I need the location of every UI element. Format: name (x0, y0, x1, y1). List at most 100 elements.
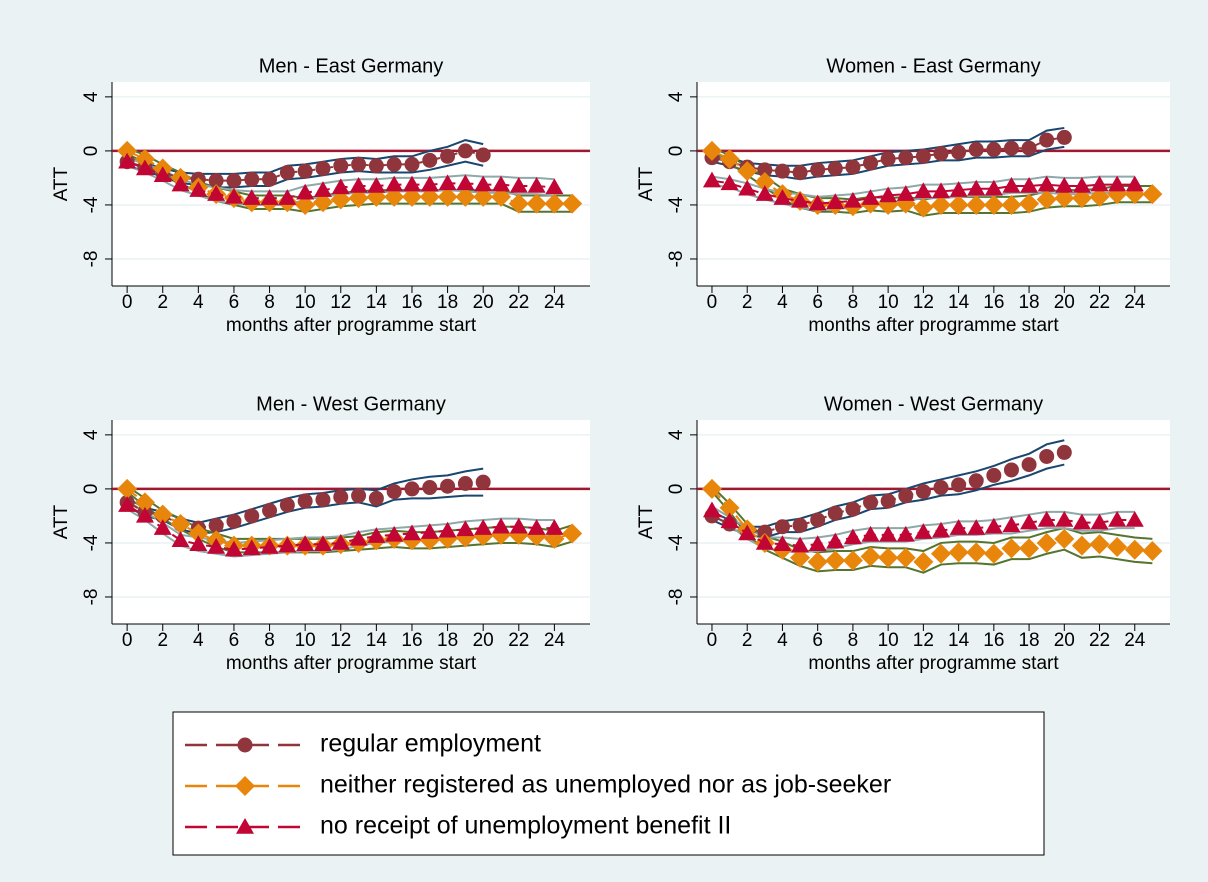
x-tick-label: 10 (295, 292, 316, 313)
marker-circle (1039, 448, 1055, 464)
marker-triangle (720, 512, 739, 529)
marker-triangle (278, 189, 297, 205)
marker-circle (208, 517, 224, 533)
x-tick-label: 0 (122, 630, 133, 651)
marker-triangle (438, 521, 457, 538)
marker-triangle (1055, 177, 1074, 193)
marker-triangle (420, 523, 439, 539)
marker-diamond (401, 186, 422, 207)
x-tick-label: 16 (983, 630, 1004, 651)
marker-circle (244, 508, 260, 524)
marker-triangle (826, 532, 845, 549)
marker-diamond (983, 194, 1004, 215)
panel-title: Men - West Germany (256, 393, 446, 415)
marker-diamond (1142, 184, 1163, 205)
marker-circle (1003, 462, 1019, 478)
x-tick-label: 0 (707, 292, 718, 313)
marker-diamond (1089, 534, 1110, 555)
marker-diamond (1036, 189, 1057, 210)
marker-circle (898, 488, 914, 504)
marker-circle (368, 490, 384, 506)
y-tick-label: -8 (666, 251, 687, 268)
marker-triangle (1002, 516, 1021, 533)
y-tick-label: -4 (666, 196, 687, 213)
marker-triangle (738, 524, 757, 541)
marker-triangle (1037, 175, 1056, 192)
y-tick-label: 0 (81, 484, 102, 495)
x-tick-label: 18 (437, 292, 458, 313)
marker-triangle (791, 536, 810, 553)
marker-circle (1039, 132, 1055, 148)
marker-circle (845, 501, 861, 517)
x-tick-label: 12 (913, 630, 934, 651)
marker-triangle (456, 520, 475, 537)
marker-triangle (773, 535, 792, 552)
marker-triangle (967, 519, 986, 535)
marker-triangle (153, 166, 172, 182)
marker-circle (208, 173, 224, 189)
x-tick-label: 24 (544, 630, 566, 651)
marker-circle (845, 159, 861, 175)
marker-diamond (1124, 539, 1145, 560)
marker-triangle (914, 523, 933, 539)
marker-triangle (385, 525, 404, 542)
marker-triangle (153, 519, 172, 535)
panel-title: Men - East Germany (259, 55, 444, 77)
marker-diamond (1071, 535, 1092, 556)
marker-circle (863, 155, 879, 171)
x-tick-label: 20 (473, 292, 494, 313)
y-axis-label: ATT (636, 504, 657, 539)
x-tick-label: 14 (366, 630, 388, 651)
marker-diamond (348, 188, 369, 209)
marker-triangle (720, 174, 739, 191)
marker-triangle (242, 189, 261, 205)
marker-circle (457, 475, 473, 491)
marker-triangle (826, 193, 845, 209)
x-tick-label: 22 (508, 292, 529, 313)
y-tick-label: -8 (81, 251, 102, 268)
marker-triangle (260, 537, 279, 554)
x-tick-label: 18 (1018, 630, 1039, 651)
marker-triangle (189, 181, 208, 197)
x-tick-label: 8 (848, 292, 859, 313)
marker-triangle (1002, 177, 1021, 193)
x-tick-label: 24 (1124, 292, 1146, 313)
y-tick-label: 4 (666, 429, 687, 440)
x-axis-label: months after programme start (226, 315, 477, 336)
marker-triangle (1055, 510, 1074, 527)
marker-triangle (1020, 177, 1039, 193)
x-tick-label: 8 (264, 630, 275, 651)
marker-circle (880, 493, 896, 509)
marker-circle (827, 505, 843, 521)
marker-diamond (1071, 188, 1092, 209)
marker-triangle (931, 521, 950, 538)
marker-triangle (861, 189, 880, 205)
marker-circle (933, 480, 949, 496)
y-tick-label: -8 (81, 589, 102, 606)
marker-circle (386, 156, 402, 172)
marker-diamond (1107, 536, 1128, 557)
x-tick-label: 4 (193, 630, 204, 651)
marker-circle (297, 493, 313, 509)
marker-circle (951, 144, 967, 160)
marker-triangle (1090, 175, 1109, 192)
marker-triangle (171, 175, 190, 192)
marker-diamond (526, 193, 547, 214)
marker-diamond (134, 492, 155, 513)
marker-diamond (152, 504, 173, 525)
marker-circle (1021, 140, 1037, 156)
legend-label: neither registered as unemployed nor as … (320, 771, 891, 799)
marker-circle (792, 517, 808, 533)
marker-circle (792, 165, 808, 181)
marker-triangle (1072, 177, 1091, 193)
y-tick-label: 4 (81, 91, 102, 102)
marker-triangle (843, 528, 862, 545)
marker-triangle (278, 536, 297, 553)
marker-circle (440, 478, 456, 494)
marker-circle (279, 165, 295, 181)
y-tick-label: 4 (81, 429, 102, 440)
x-tick-label: 2 (157, 292, 168, 313)
marker-diamond (1054, 528, 1075, 549)
x-tick-label: 20 (1054, 292, 1075, 313)
